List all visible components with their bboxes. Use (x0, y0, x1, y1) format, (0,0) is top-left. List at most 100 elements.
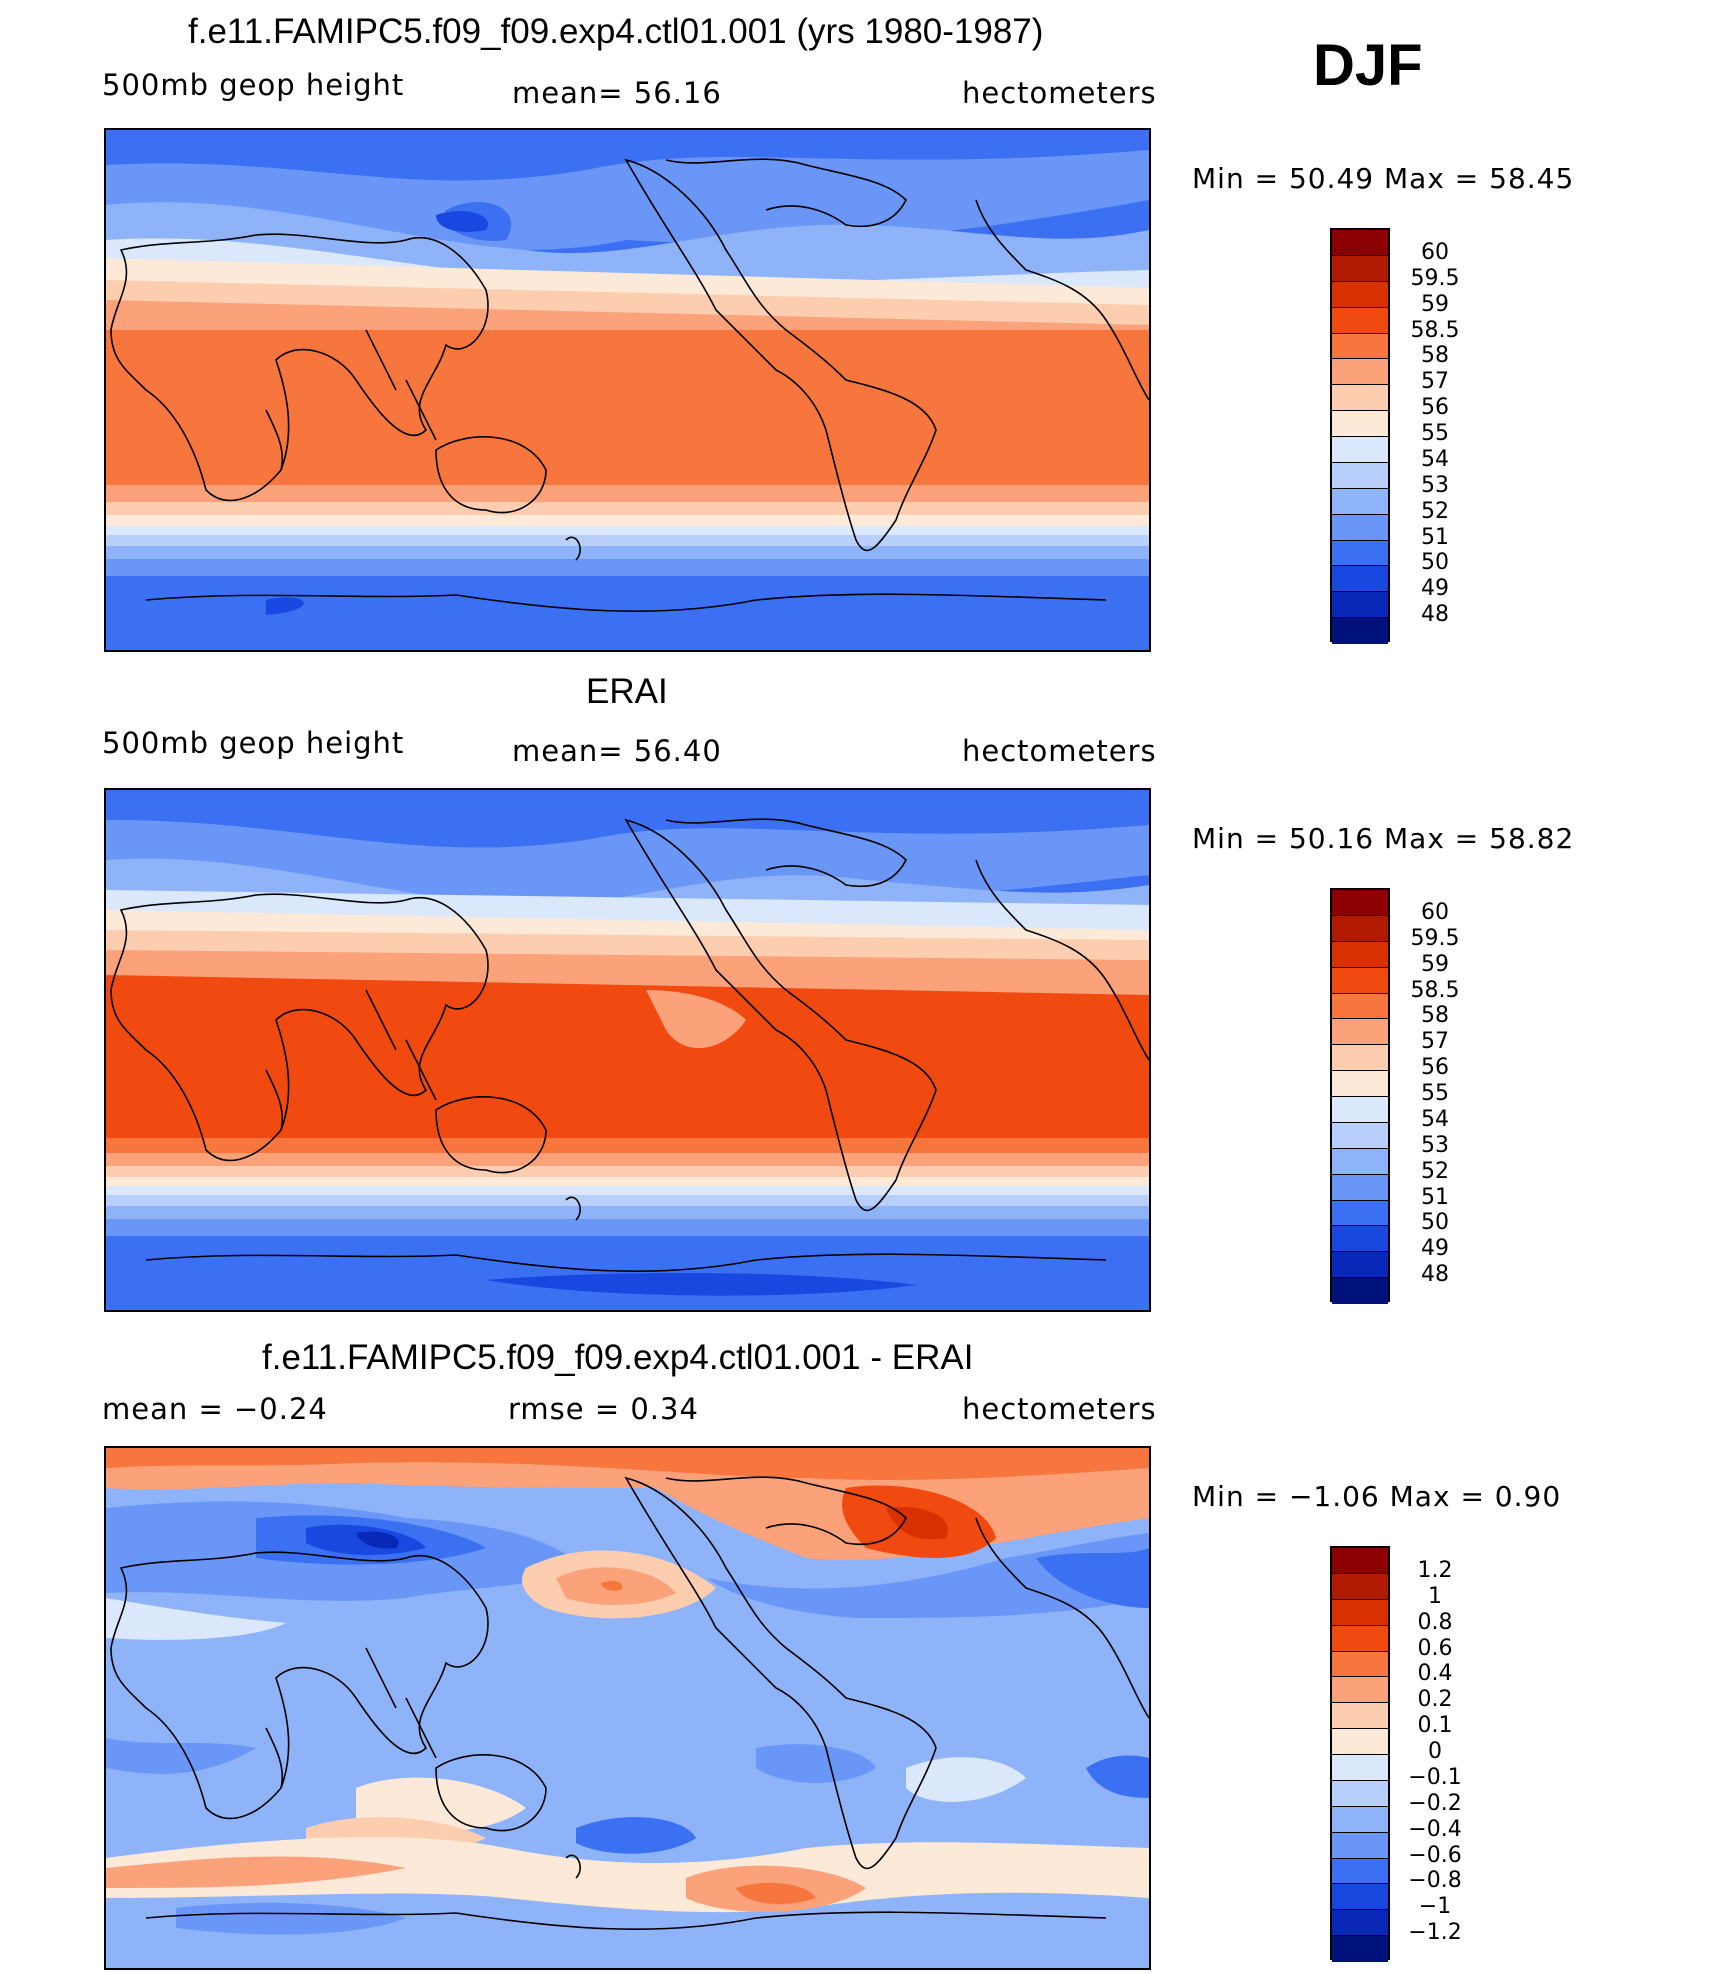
colorbar-tick-label: −0.6 (1408, 1842, 1462, 1868)
colorbar-tick-label: 59 (1421, 291, 1449, 317)
colorbar-tick-label: 56 (1421, 395, 1449, 421)
panel3-map (104, 1446, 1151, 1970)
colorbar-swatch (1332, 1097, 1388, 1123)
colorbar-tick-label: −1.2 (1408, 1920, 1462, 1946)
colorbar-swatch (1332, 941, 1388, 968)
colorbar-swatch (1332, 890, 1388, 916)
colorbar-swatch (1332, 255, 1388, 282)
panel3-title: f.e11.FAMIPC5.f09_f09.exp4.ctl01.001 - E… (262, 1338, 974, 1377)
colorbar-tick-label: 50 (1421, 550, 1449, 576)
panel2-colorbar (1330, 888, 1390, 1304)
colorbar-tick-label: −0.8 (1408, 1868, 1462, 1894)
panel2-title: ERAI (586, 672, 668, 711)
colorbar-swatch (1332, 915, 1388, 942)
colorbar-tick-label: 53 (1421, 1132, 1449, 1158)
colorbar-swatch (1332, 1780, 1388, 1807)
colorbar-swatch (1332, 618, 1388, 644)
colorbar-swatch (1332, 385, 1388, 412)
panel3-rmse-label: rmse = 0.34 (508, 1392, 699, 1426)
colorbar-swatch (1332, 488, 1388, 515)
colorbar-tick-label: 57 (1421, 1029, 1449, 1055)
panel3-mean-label: mean = −0.24 (102, 1392, 328, 1426)
panel1-units-label: hectometers (962, 76, 1157, 110)
panel1-title: f.e11.FAMIPC5.f09_f09.exp4.ctl01.001 (yr… (188, 12, 1044, 51)
panel2-units-label: hectometers (962, 734, 1157, 768)
colorbar-swatch (1332, 1071, 1388, 1097)
colorbar-swatch (1332, 1278, 1388, 1304)
colorbar-swatch (1332, 1148, 1388, 1175)
panel1-mean-label: mean= 56.16 (512, 76, 722, 110)
colorbar-swatch (1332, 1910, 1388, 1937)
colorbar-tick-label: 55 (1421, 1081, 1449, 1106)
panel2-variable-label: 500mb geop height (102, 726, 405, 760)
colorbar-swatch (1332, 1122, 1388, 1149)
colorbar-swatch (1332, 967, 1388, 994)
colorbar-swatch (1332, 540, 1388, 567)
colorbar-tick-label: 48 (1421, 1262, 1449, 1288)
colorbar-tick-label: 58 (1421, 1003, 1449, 1029)
colorbar-tick-label: 0.2 (1417, 1687, 1453, 1713)
colorbar-swatch (1332, 1252, 1388, 1279)
colorbar-swatch (1332, 1677, 1388, 1704)
colorbar-tick-label: 1 (1428, 1583, 1442, 1609)
panel2-map (104, 788, 1151, 1312)
colorbar-swatch (1332, 1858, 1388, 1885)
colorbar-swatch (1332, 1936, 1388, 1962)
colorbar-tick-label: 54 (1421, 446, 1449, 472)
colorbar-swatch (1332, 437, 1388, 463)
colorbar-tick-label: 58 (1421, 343, 1449, 369)
colorbar-swatch (1332, 1174, 1388, 1201)
colorbar-swatch (1332, 230, 1388, 256)
colorbar-tick-label: 1.2 (1417, 1557, 1453, 1583)
colorbar-swatch (1332, 1703, 1388, 1730)
colorbar-tick-label: 60 (1421, 239, 1449, 265)
colorbar-swatch (1332, 1226, 1388, 1253)
colorbar-tick-label: 51 (1421, 524, 1449, 550)
panel1-map-svg (106, 130, 1149, 650)
colorbar-tick-label: −0.2 (1408, 1790, 1462, 1816)
panel3-units-label: hectometers (962, 1392, 1157, 1426)
colorbar-tick-label: 59.5 (1410, 265, 1460, 291)
colorbar-tick-label: −1 (1418, 1894, 1452, 1920)
colorbar-swatch (1332, 1019, 1388, 1046)
colorbar-tick-label: 51 (1421, 1184, 1449, 1210)
colorbar-tick-label: 48 (1421, 602, 1449, 628)
panel1-colorbar (1330, 228, 1390, 644)
colorbar-tick-label: 0 (1428, 1739, 1442, 1764)
colorbar-tick-label: 0.8 (1417, 1609, 1453, 1635)
colorbar-tick-label: −0.1 (1408, 1764, 1462, 1790)
colorbar-swatch (1332, 566, 1388, 593)
colorbar-tick-label: 54 (1421, 1106, 1449, 1132)
colorbar-swatch (1332, 592, 1388, 619)
panel1-map (104, 128, 1151, 652)
colorbar-tick-label: 59.5 (1410, 925, 1460, 951)
colorbar-tick-label: 0.1 (1417, 1713, 1453, 1739)
colorbar-tick-label: −0.4 (1408, 1816, 1462, 1842)
colorbar-tick-label: 52 (1421, 1158, 1449, 1184)
colorbar-tick-label: 0.6 (1417, 1635, 1453, 1661)
panel1-variable-label: 500mb geop height (102, 68, 405, 102)
colorbar-tick-label: 60 (1421, 899, 1449, 925)
colorbar-swatch (1332, 1806, 1388, 1833)
colorbar-swatch (1332, 1573, 1388, 1600)
colorbar-swatch (1332, 1651, 1388, 1678)
colorbar-tick-label: 55 (1421, 421, 1449, 446)
colorbar-tick-label: 49 (1421, 1236, 1449, 1262)
panel2-minmax: Min = 50.16 Max = 58.82 (1192, 822, 1575, 855)
colorbar-tick-label: 0.4 (1417, 1661, 1453, 1687)
colorbar-tick-label: 58.5 (1410, 317, 1460, 343)
colorbar-tick-label: 52 (1421, 498, 1449, 524)
colorbar-swatch (1332, 1045, 1388, 1072)
colorbar-swatch (1332, 307, 1388, 334)
panel3-colorbar (1330, 1546, 1390, 1962)
panel3-minmax: Min = −1.06 Max = 0.90 (1192, 1480, 1562, 1513)
colorbar-swatch (1332, 1884, 1388, 1911)
colorbar-tick-label: 59 (1421, 951, 1449, 977)
colorbar-swatch (1332, 359, 1388, 386)
colorbar-swatch (1332, 411, 1388, 437)
colorbar-swatch (1332, 1200, 1388, 1227)
colorbar-swatch (1332, 1548, 1388, 1574)
panel3-map-svg (106, 1448, 1149, 1968)
colorbar-swatch (1332, 1625, 1388, 1652)
colorbar-tick-label: 50 (1421, 1210, 1449, 1236)
